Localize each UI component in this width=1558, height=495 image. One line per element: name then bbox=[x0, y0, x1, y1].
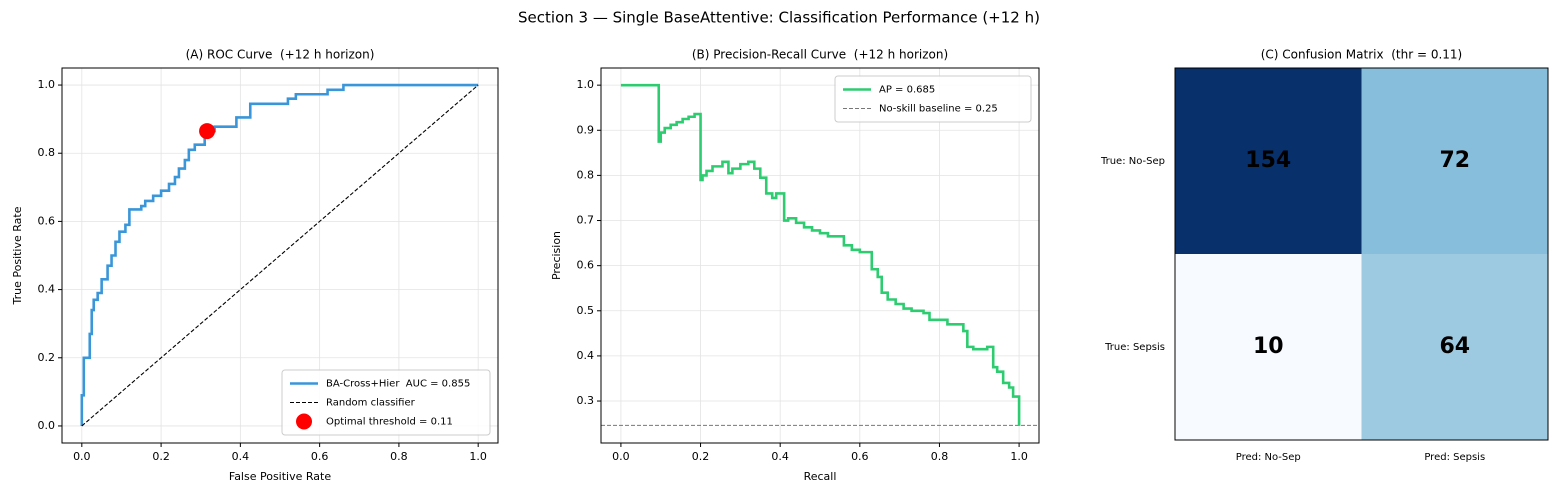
figure-title: Section 3 — Single BaseAttentive: Classi… bbox=[518, 9, 1040, 27]
series-line bbox=[81, 84, 479, 427]
legend-label: BA-Cross+Hier AUC = 0.855 bbox=[326, 379, 470, 390]
panel-title: (C) Confusion Matrix (thr = 0.11) bbox=[1261, 48, 1462, 62]
y-tick-label: 0.8 bbox=[38, 146, 56, 159]
cell-label: 64 bbox=[1439, 334, 1470, 359]
series-line bbox=[620, 83, 1021, 426]
legend: BA-Cross+Hier AUC = 0.855 Random classifi… bbox=[281, 369, 491, 436]
x-tick-label: 0.8 bbox=[390, 450, 408, 463]
plot-frame bbox=[600, 67, 1040, 444]
y-tick-label: 0.7 bbox=[577, 214, 595, 227]
x-axis-label: False Positive Rate bbox=[229, 470, 331, 483]
y-tick-label: 1.0 bbox=[38, 78, 56, 91]
marker bbox=[199, 123, 216, 140]
legend-label: No-skill baseline = 0.25 bbox=[879, 104, 998, 115]
x-tick-label: 0.8 bbox=[931, 450, 949, 463]
matrix-cell bbox=[1361, 254, 1548, 440]
y-axis-label: Precision bbox=[550, 231, 563, 280]
x-tick-label: 0.6 bbox=[851, 450, 869, 463]
y-tick-label: 0.9 bbox=[577, 123, 595, 136]
y-tick-label: 1.0 bbox=[577, 78, 595, 91]
legend-label: Optimal threshold = 0.11 bbox=[326, 417, 453, 428]
cell-label: 72 bbox=[1439, 148, 1470, 173]
series-line bbox=[80, 83, 479, 426]
legend-label: Random classifier bbox=[326, 398, 416, 409]
plot-frame bbox=[1174, 67, 1549, 441]
plot-frame bbox=[61, 67, 499, 444]
x-tick-label: 0.4 bbox=[771, 450, 789, 463]
panel-title: (A) ROC Curve (+12 h horizon) bbox=[186, 48, 375, 62]
panel-title: (B) Precision-Recall Curve (+12 h horizo… bbox=[692, 48, 948, 62]
legend-box bbox=[281, 369, 491, 436]
x-tick-label: 0.6 bbox=[311, 450, 329, 463]
x-tick-label: 1.0 bbox=[469, 450, 487, 463]
x-axis-label: Recall bbox=[804, 470, 837, 483]
y-tick-label: 0.5 bbox=[577, 304, 595, 317]
y-tick-label: 0.4 bbox=[38, 283, 56, 296]
legend-marker bbox=[296, 413, 312, 430]
y-tick-label: True: Sepsis bbox=[1104, 342, 1165, 353]
y-tick-label: 0.4 bbox=[577, 349, 595, 362]
y-axis-label: True Positive Rate bbox=[11, 206, 24, 305]
legend-label: AP = 0.685 bbox=[879, 85, 935, 96]
y-tick-label: 0.0 bbox=[38, 419, 56, 432]
x-tick-label: 0.2 bbox=[152, 450, 170, 463]
legend-box bbox=[834, 75, 1032, 123]
cell-label: 154 bbox=[1245, 148, 1291, 173]
x-tick-label: 0.2 bbox=[692, 450, 710, 463]
matrix-cell bbox=[1175, 254, 1362, 440]
y-tick-label: 0.8 bbox=[577, 168, 595, 181]
cell-label: 10 bbox=[1253, 334, 1284, 359]
x-tick-label: 0.0 bbox=[612, 450, 630, 463]
x-tick-label: Pred: Sepsis bbox=[1424, 452, 1485, 463]
y-tick-label: True: No-Sep bbox=[1100, 156, 1165, 167]
y-tick-label: 0.2 bbox=[38, 351, 56, 364]
x-tick-label: 0.4 bbox=[232, 450, 250, 463]
y-tick-label: 0.6 bbox=[38, 214, 56, 227]
legend: AP = 0.685 No-skill baseline = 0.25 bbox=[834, 75, 1032, 123]
x-tick-label: Pred: No-Sep bbox=[1236, 452, 1301, 463]
x-tick-label: 1.0 bbox=[1010, 450, 1028, 463]
matrix-cell bbox=[1175, 68, 1362, 254]
y-tick-label: 0.3 bbox=[577, 394, 595, 407]
y-tick-label: 0.6 bbox=[577, 259, 595, 272]
matrix-cell bbox=[1361, 68, 1548, 254]
x-tick-label: 0.0 bbox=[73, 450, 91, 463]
